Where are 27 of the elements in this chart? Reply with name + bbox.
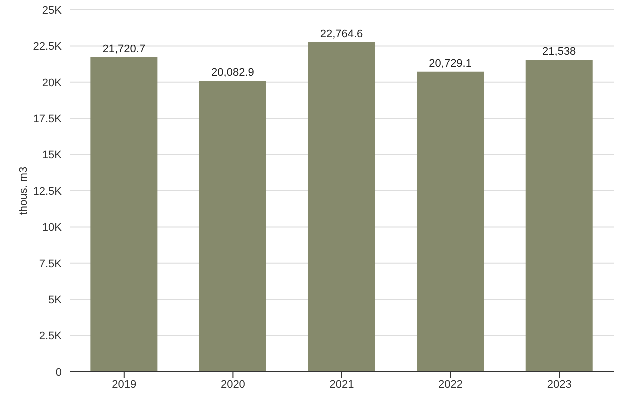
data-label: 20,729.1 bbox=[429, 58, 472, 70]
bar bbox=[308, 42, 376, 372]
data-label: 22,764.6 bbox=[320, 28, 364, 40]
x-tick-label: 2020 bbox=[220, 378, 246, 391]
x-tick-label: 2021 bbox=[330, 378, 354, 391]
bar bbox=[417, 72, 484, 372]
x-tick-label: 2022 bbox=[438, 378, 464, 391]
y-axis-title: thous. m3 bbox=[18, 166, 30, 216]
bar bbox=[526, 60, 593, 372]
y-tick-label: 2.5K bbox=[39, 330, 63, 343]
y-tick-label: 17.5K bbox=[33, 114, 63, 126]
data-label: 20,082.9 bbox=[212, 67, 254, 80]
y-tick-label: 12.5K bbox=[33, 186, 63, 198]
data-label: 21,720.7 bbox=[102, 43, 146, 56]
y-tick-label: 25K bbox=[42, 4, 63, 17]
data-label: 21,538 bbox=[542, 46, 576, 58]
y-tick-label: 22.5K bbox=[33, 41, 63, 54]
bar bbox=[199, 81, 266, 372]
y-tick-label: 15K bbox=[42, 150, 63, 162]
x-tick-label: 2019 bbox=[112, 378, 137, 391]
y-tick-label: 0 bbox=[56, 366, 62, 379]
bar bbox=[90, 57, 158, 372]
y-tick-label: 5K bbox=[48, 294, 63, 307]
x-tick-label: 2023 bbox=[547, 378, 572, 391]
y-tick-label: 10K bbox=[42, 222, 63, 234]
y-tick-label: 20K bbox=[42, 77, 63, 90]
y-tick-label: 7.5K bbox=[39, 258, 63, 270]
